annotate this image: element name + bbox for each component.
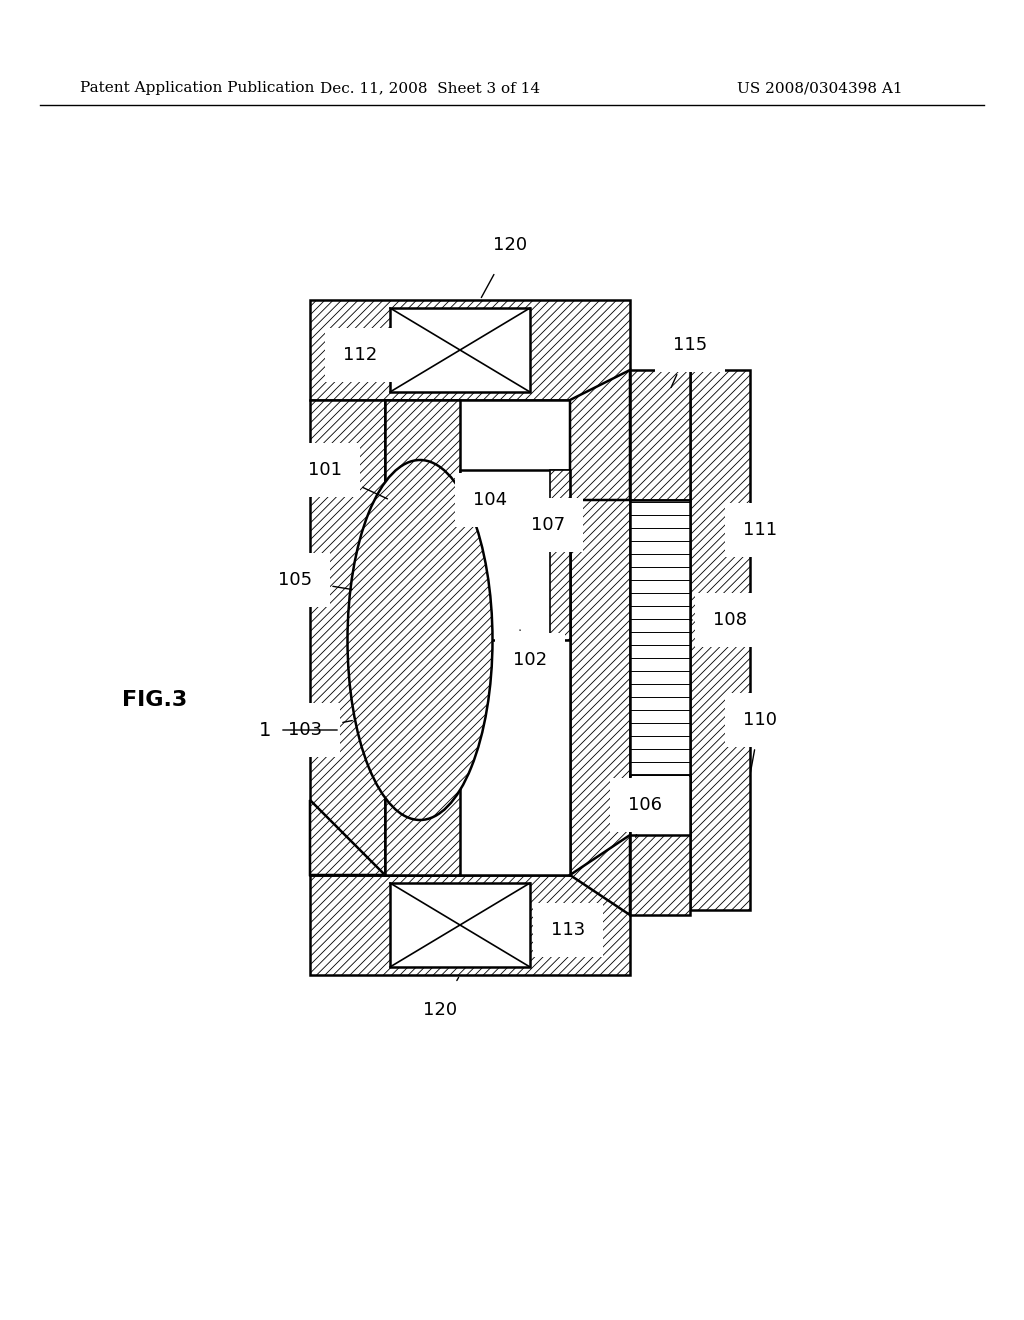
Text: 113: 113 bbox=[550, 909, 585, 939]
Ellipse shape bbox=[347, 459, 493, 820]
Bar bbox=[460, 470, 570, 640]
Text: 105: 105 bbox=[278, 572, 352, 590]
Text: 120: 120 bbox=[423, 977, 459, 1019]
Bar bbox=[630, 370, 690, 500]
Bar bbox=[390, 883, 530, 968]
Polygon shape bbox=[570, 836, 630, 915]
Text: 107: 107 bbox=[530, 516, 565, 535]
Text: 106: 106 bbox=[628, 796, 662, 837]
Text: 120: 120 bbox=[481, 236, 527, 297]
Text: 111: 111 bbox=[743, 521, 777, 552]
Text: Patent Application Publication: Patent Application Publication bbox=[80, 81, 314, 95]
Polygon shape bbox=[310, 800, 385, 875]
Text: 103: 103 bbox=[288, 721, 352, 739]
Bar bbox=[390, 308, 530, 392]
Bar bbox=[310, 300, 630, 400]
Bar bbox=[310, 400, 385, 875]
Bar bbox=[632, 776, 689, 833]
Bar bbox=[690, 370, 750, 909]
Text: 1: 1 bbox=[259, 721, 271, 739]
Text: 104: 104 bbox=[473, 491, 507, 510]
Text: 101: 101 bbox=[308, 461, 387, 499]
Bar bbox=[310, 875, 630, 975]
Text: FIG.3: FIG.3 bbox=[123, 690, 187, 710]
Text: 108: 108 bbox=[690, 611, 746, 630]
Bar bbox=[630, 775, 690, 836]
Bar bbox=[385, 400, 460, 875]
Text: 115: 115 bbox=[671, 337, 708, 388]
Bar bbox=[550, 470, 570, 640]
Text: 112: 112 bbox=[343, 346, 377, 378]
Text: US 2008/0304398 A1: US 2008/0304398 A1 bbox=[737, 81, 903, 95]
Bar bbox=[385, 400, 570, 875]
Bar bbox=[630, 500, 690, 775]
Text: Dec. 11, 2008  Sheet 3 of 14: Dec. 11, 2008 Sheet 3 of 14 bbox=[319, 81, 540, 95]
Bar bbox=[630, 775, 690, 915]
Polygon shape bbox=[570, 370, 630, 500]
Text: 102: 102 bbox=[513, 630, 547, 669]
Bar bbox=[570, 400, 630, 875]
Text: 110: 110 bbox=[743, 711, 777, 772]
